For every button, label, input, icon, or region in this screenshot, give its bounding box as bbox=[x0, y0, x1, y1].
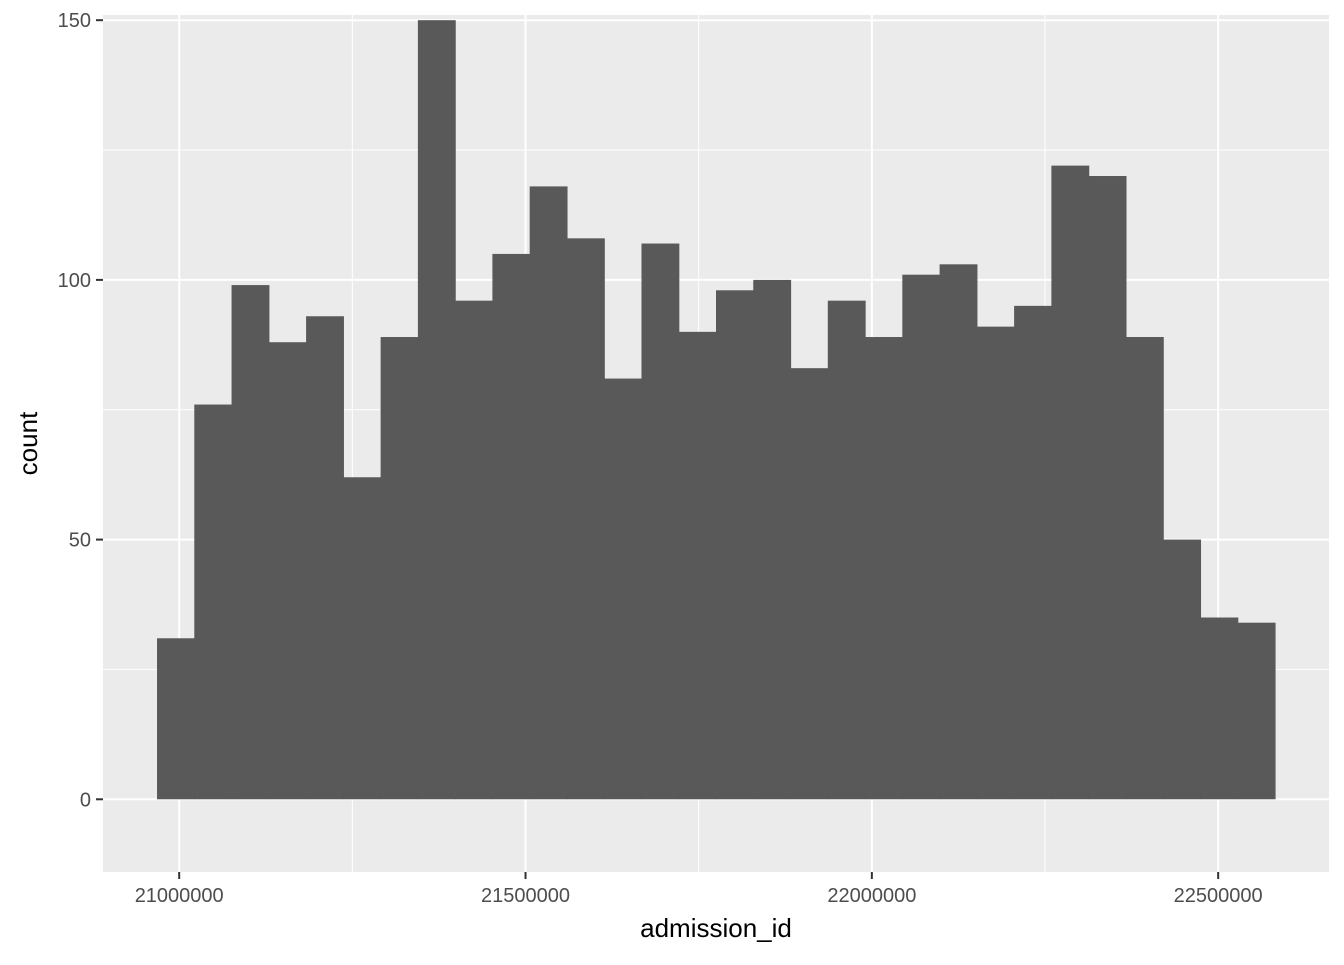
histogram-bar bbox=[604, 378, 643, 800]
histogram-bar bbox=[380, 337, 419, 800]
histogram-bar bbox=[194, 404, 233, 800]
histogram-bar bbox=[678, 331, 717, 800]
histogram-bar bbox=[902, 274, 941, 800]
histogram-bar bbox=[827, 300, 866, 800]
y-tick-label: 100 bbox=[58, 270, 91, 292]
histogram-bar bbox=[492, 253, 531, 800]
histogram-bar bbox=[641, 243, 680, 800]
x-tick-label: 22500000 bbox=[1174, 885, 1263, 907]
histogram-bar bbox=[1237, 622, 1276, 800]
histogram-bar bbox=[566, 238, 605, 800]
histogram-bar bbox=[306, 316, 344, 800]
histogram-bar bbox=[753, 279, 792, 800]
y-tick-label: 150 bbox=[58, 10, 91, 32]
histogram-bar bbox=[157, 638, 195, 800]
histogram-bar bbox=[1200, 617, 1239, 800]
y-tick-label: 0 bbox=[80, 789, 91, 811]
histogram-bar bbox=[1051, 165, 1090, 800]
histogram-bar bbox=[343, 477, 382, 800]
histogram-bar bbox=[1088, 176, 1127, 800]
x-tick-label: 22000000 bbox=[827, 885, 916, 907]
histogram-bar bbox=[1163, 539, 1202, 800]
y-axis-title: count bbox=[13, 411, 43, 475]
histogram-bar bbox=[529, 186, 568, 800]
y-tick-label: 50 bbox=[69, 530, 91, 552]
y-axis: 0 50 100 150 bbox=[58, 10, 103, 811]
histogram-bar bbox=[1014, 305, 1052, 800]
histogram-bar bbox=[268, 342, 307, 800]
histogram-bar bbox=[976, 326, 1015, 800]
histogram-bar bbox=[1125, 337, 1164, 800]
histogram-bar bbox=[417, 20, 456, 800]
x-tick-label: 21500000 bbox=[481, 885, 570, 907]
x-axis: 21000000 21500000 22000000 22500000 bbox=[135, 872, 1263, 907]
histogram-bar bbox=[231, 285, 270, 800]
x-axis-title: admission_id bbox=[640, 913, 792, 943]
x-tick-label: 21000000 bbox=[135, 885, 224, 907]
histogram-bar bbox=[455, 300, 494, 800]
histogram-bar bbox=[939, 264, 978, 800]
histogram-bar bbox=[790, 368, 829, 800]
histogram-bar bbox=[865, 337, 903, 800]
histogram-bar bbox=[716, 290, 754, 800]
histogram-bars bbox=[157, 20, 1276, 800]
